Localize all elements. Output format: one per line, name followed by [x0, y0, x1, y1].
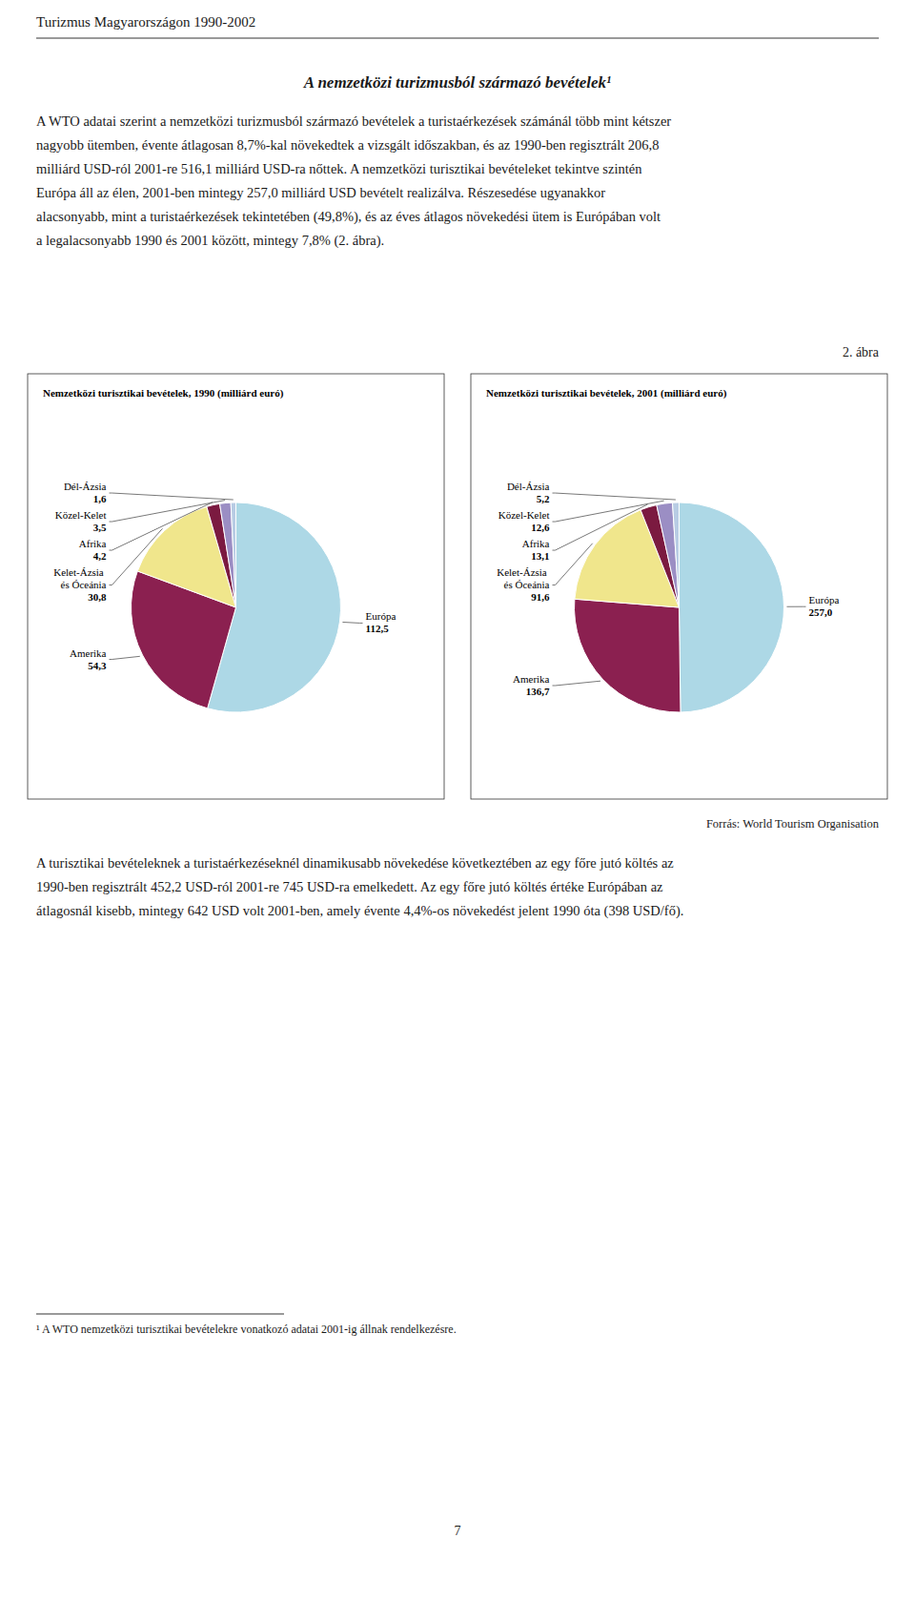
leader-line [552, 492, 676, 500]
paragraph-line: 1990-ben regisztrált 452,2 USD-ról 2001-… [36, 878, 664, 895]
category-label: Afrika [79, 537, 107, 549]
value-label: 54,3 [87, 659, 107, 671]
page-title: Turizmus Magyarországon 1990-2002 [36, 14, 256, 30]
paragraph-line: A turisztikai bevételeknek a turistaérke… [36, 854, 674, 871]
category-label-line: Kelet-Ázsia [53, 566, 106, 578]
category-label-line: és Óceánia [504, 578, 550, 590]
pie-panel [27, 373, 445, 799]
data-label: Amerika136,7 [512, 672, 550, 697]
data-label: Afrika13,1 [522, 537, 550, 562]
data-label: Amerika54,3 [69, 647, 107, 671]
category-label-line: Közel-Kelet [498, 508, 550, 521]
leader-line [109, 492, 234, 500]
value-label: 136,7 [526, 685, 550, 697]
category-label: Kelet-Ázsia és Óceánia [496, 566, 549, 590]
paragraph-line: A WTO adatai szerint a nemzetközi turizm… [36, 113, 671, 129]
leader-line [552, 500, 665, 522]
paragraph-line: nagyobb ütemben, évente átlagosan 8,7%-k… [36, 137, 660, 153]
category-label: Közel-Kelet [498, 508, 550, 521]
leader-line [552, 543, 593, 586]
paragraph-line: átlagosnál kisebb, mintegy 642 USD volt … [36, 902, 684, 919]
category-label: Közel-Kelet [55, 508, 107, 521]
value-label: 112,5 [366, 622, 390, 634]
paragraph-line: milliárd USD-ról 2001-re 516,1 milliárd … [36, 161, 643, 177]
value-label: 3,5 [93, 521, 107, 533]
data-label: Közel-Kelet12,6 [498, 508, 550, 533]
source-note: Forrás: World Tourism Organisation [706, 816, 880, 831]
pie-slice [656, 502, 680, 608]
leader-line [786, 606, 806, 608]
category-label: Kelet-Ázsia és Óceánia [53, 566, 106, 590]
value-label: 257,0 [809, 606, 834, 618]
leader-line [109, 502, 213, 550]
category-label-line: Amerika [69, 647, 107, 659]
category-label: Dél-Ázsia [63, 480, 107, 492]
category-label-line: Európa [366, 610, 397, 622]
data-label: Európa257,0 [809, 593, 840, 618]
pie-slice [672, 502, 680, 608]
header-rule [36, 38, 879, 40]
pie-chart: Nemzetközi turisztikai bevételek, 1990 (… [27, 373, 445, 799]
category-label-line: Dél-Ázsia [507, 480, 550, 492]
footnote: ¹ A WTO nemzetközi turisztikai bevételek… [36, 1321, 457, 1336]
value-label: 12,6 [530, 521, 550, 533]
value-label: 5,2 [536, 492, 550, 505]
category-label: Európa [809, 593, 840, 606]
data-label: Európa112,5 [366, 610, 397, 634]
paragraph-line: Európa áll az élen, 2001-ben mintegy 257… [36, 184, 606, 201]
data-label: Afrika4,2 [79, 537, 107, 562]
pie-slice [230, 502, 236, 608]
category-label-line: Afrika [522, 537, 550, 549]
category-label: Amerika [69, 647, 107, 659]
category-label: Amerika [512, 672, 550, 685]
category-label: Afrika [522, 537, 550, 549]
category-label-line: Kelet-Ázsia [496, 566, 549, 578]
pie-slice [220, 502, 237, 608]
category-label-line: Közel-Kelet [55, 508, 107, 521]
data-label: Kelet-Ázsia és Óceánia30,8 [53, 566, 107, 603]
leader-line [109, 655, 141, 659]
leader-line [552, 680, 601, 686]
leader-line [552, 504, 649, 550]
value-label: 91,6 [530, 590, 550, 603]
data-label: Dél-Ázsia1,6 [63, 480, 107, 505]
page: Turizmus Magyarországon 1990-2002 A nemze… [0, 0, 915, 1600]
pie-slice [679, 502, 785, 712]
category-label-line: Afrika [79, 537, 107, 549]
category-label-line: Európa [809, 593, 840, 606]
leader-line [342, 621, 363, 624]
paragraph-line: a legalacsonyabb 1990 és 2001 között, mi… [36, 232, 385, 249]
page-number: 7 [454, 1523, 462, 1538]
leader-line [109, 528, 163, 585]
chart-title: Nemzetközi turisztikai bevételek, 1990 (… [42, 386, 285, 400]
value-label: 13,1 [530, 549, 549, 562]
data-label: Dél-Ázsia5,2 [507, 480, 550, 505]
category-label-line: Dél-Ázsia [63, 480, 107, 492]
pie: Európa257,0 Amerika136,7 Kelet-Ázsia és Óc… [496, 480, 839, 712]
section-title: A nemzetközi turizmusból származó bevéte… [303, 73, 611, 92]
footnote-rule [36, 1313, 285, 1315]
category-label: Európa [366, 610, 397, 622]
leader-line [109, 500, 226, 522]
paragraph-line: alacsonyabb, mint a turistaérkezések tek… [36, 208, 661, 225]
value-label: 1,6 [93, 492, 107, 505]
figure-label: 2. ábra [842, 345, 880, 360]
value-label: 30,8 [87, 590, 107, 603]
pie-panel [470, 373, 888, 799]
chart-title: Nemzetközi turisztikai bevételek, 2001 (… [486, 386, 728, 400]
pie: Európa112,5 Amerika54,3 Kelet-Ázsia és Óce… [53, 480, 396, 712]
data-label: Közel-Kelet3,5 [55, 508, 107, 533]
category-label: Dél-Ázsia [507, 480, 550, 492]
value-label: 4,2 [93, 549, 107, 562]
category-label-line: Amerika [512, 672, 550, 685]
pie-chart: Nemzetközi turisztikai bevételek, 2001 (… [470, 373, 888, 799]
category-label-line: és Óceánia [61, 578, 107, 590]
data-label: Kelet-Ázsia és Óceánia91,6 [496, 566, 550, 603]
pie-slice [573, 598, 680, 712]
